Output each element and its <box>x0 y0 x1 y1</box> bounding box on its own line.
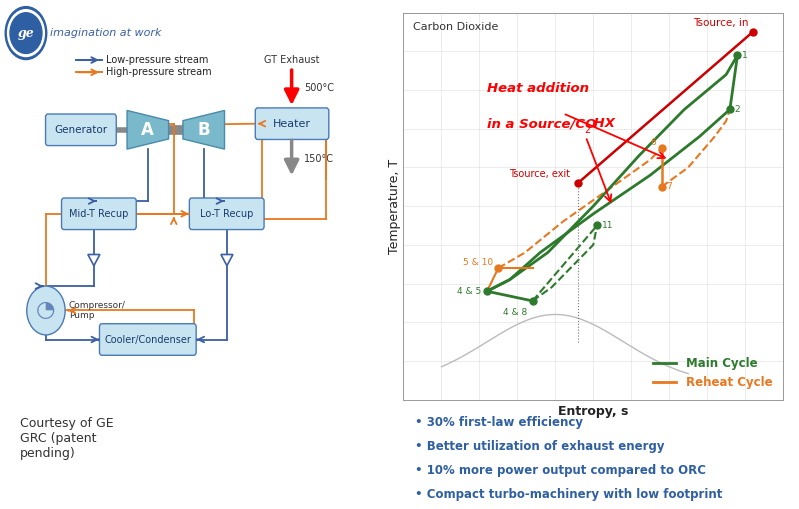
Text: A: A <box>141 121 154 139</box>
Text: imagination at work: imagination at work <box>50 28 161 38</box>
Text: Courtesy of GE
GRC (patent
pending): Courtesy of GE GRC (patent pending) <box>20 417 113 460</box>
Text: B: B <box>197 121 210 139</box>
Text: • Compact turbo-machinery with low footprint: • Compact turbo-machinery with low footp… <box>415 488 722 501</box>
Text: Heat addition: Heat addition <box>487 82 589 95</box>
Text: in a Source/CO: in a Source/CO <box>487 117 596 130</box>
Text: Generator: Generator <box>54 125 107 135</box>
Legend: Main Cycle, Reheat Cycle: Main Cycle, Reheat Cycle <box>648 352 777 393</box>
Text: Tsource, exit: Tsource, exit <box>509 169 570 179</box>
Text: 6: 6 <box>650 138 656 147</box>
Y-axis label: Temperature, T: Temperature, T <box>388 159 401 253</box>
Text: Tsource, in: Tsource, in <box>694 18 749 28</box>
Text: • Better utilization of exhaust energy: • Better utilization of exhaust energy <box>415 440 665 453</box>
FancyBboxPatch shape <box>189 198 264 230</box>
Polygon shape <box>183 110 225 149</box>
FancyBboxPatch shape <box>46 114 117 146</box>
Text: 500°C: 500°C <box>304 83 335 93</box>
Polygon shape <box>88 254 100 266</box>
Circle shape <box>10 13 42 53</box>
Text: High-pressure stream: High-pressure stream <box>105 67 212 77</box>
Text: ge: ge <box>18 26 34 40</box>
Text: Mid-T Recup: Mid-T Recup <box>70 209 129 219</box>
FancyBboxPatch shape <box>62 198 136 230</box>
Text: 2: 2 <box>584 125 590 134</box>
Text: • 30% first-law efficiency: • 30% first-law efficiency <box>415 416 583 429</box>
Text: Heater: Heater <box>273 119 311 129</box>
Polygon shape <box>127 110 169 149</box>
Text: 1: 1 <box>742 51 748 60</box>
Text: 150°C: 150°C <box>304 154 335 164</box>
Circle shape <box>6 7 46 60</box>
Text: Cooler/Condenser: Cooler/Condenser <box>105 334 191 345</box>
Text: HX: HX <box>589 117 614 130</box>
Text: Low-pressure stream: Low-pressure stream <box>105 55 209 65</box>
Text: Lo-T Recup: Lo-T Recup <box>200 209 253 219</box>
Polygon shape <box>221 254 233 266</box>
Text: 7: 7 <box>666 182 672 191</box>
FancyBboxPatch shape <box>256 108 329 139</box>
Text: 11: 11 <box>602 221 613 230</box>
Text: ◔: ◔ <box>36 300 56 321</box>
Text: Carbon Dioxide: Carbon Dioxide <box>413 22 499 33</box>
Circle shape <box>27 286 66 335</box>
X-axis label: Entropy, s: Entropy, s <box>558 405 629 418</box>
Text: 4 & 5: 4 & 5 <box>457 287 481 296</box>
Text: 5 & 10: 5 & 10 <box>463 258 493 267</box>
Text: GT Exhaust: GT Exhaust <box>264 55 320 65</box>
FancyBboxPatch shape <box>99 324 197 355</box>
Text: 4 & 8: 4 & 8 <box>503 308 527 317</box>
Text: Compressor/
Pump: Compressor/ Pump <box>69 301 125 320</box>
Text: • 10% more power output compared to ORC: • 10% more power output compared to ORC <box>415 464 706 477</box>
Text: 2: 2 <box>734 105 740 114</box>
Circle shape <box>7 10 45 56</box>
